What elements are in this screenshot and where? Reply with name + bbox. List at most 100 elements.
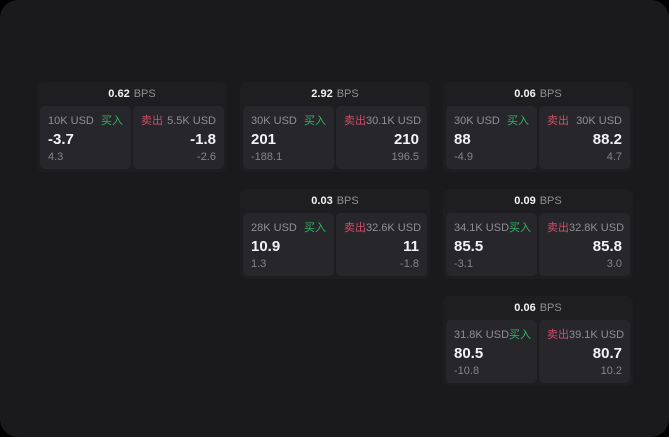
sell-delta: -1.8 xyxy=(400,258,419,270)
buy-amount: 31.8K USD xyxy=(454,329,510,341)
sell-delta: 10.2 xyxy=(600,365,622,377)
card-header: 0.06 BPS xyxy=(446,296,630,320)
buy-top-row: 10K USD 买入 xyxy=(48,112,123,128)
card-header: 0.03 BPS xyxy=(243,189,427,213)
quote-card: 0.06 BPS 31.8K USD 买入 80.5 -10.8 卖出 39.1K… xyxy=(443,296,633,386)
card-header: 2.92 BPS xyxy=(243,82,427,106)
quote-card: 2.92 BPS 30K USD 买入 201 -188.1 卖出 30.1K U… xyxy=(240,82,430,172)
sell-amount: 32.8K USD xyxy=(569,222,625,234)
card-body: 30K USD 买入 201 -188.1 卖出 30.1K USD 210 1… xyxy=(243,106,427,169)
bps-unit-label: BPS xyxy=(336,195,359,207)
quote-card: 0.03 BPS 28K USD 买入 10.9 1.3 卖出 32.6K USD… xyxy=(240,189,430,279)
bps-value: 0.62 xyxy=(108,88,130,100)
sell-panel[interactable]: 卖出 32.8K USD 85.8 3.0 xyxy=(539,213,630,276)
buy-amount: 30K USD xyxy=(251,115,297,127)
sell-panel[interactable]: 卖出 30K USD 88.2 4.7 xyxy=(539,106,630,169)
sell-panel[interactable]: 卖出 39.1K USD 80.7 10.2 xyxy=(539,320,630,383)
sell-top-row: 卖出 32.8K USD xyxy=(547,219,625,235)
quote-card: 0.09 BPS 34.1K USD 买入 85.5 -3.1 卖出 32.8K … xyxy=(443,189,633,279)
cards-grid: 0.62 BPS 10K USD 买入 -3.7 4.3 卖出 5.5K USD … xyxy=(37,82,633,386)
sell-price: 11 xyxy=(403,238,419,255)
card-body: 28K USD 买入 10.9 1.3 卖出 32.6K USD 11 -1.8 xyxy=(243,213,427,276)
bps-unit-label: BPS xyxy=(539,88,562,100)
sell-price: 210 xyxy=(393,131,419,148)
buy-panel[interactable]: 34.1K USD 买入 85.5 -3.1 xyxy=(446,213,537,276)
bps-unit-label: BPS xyxy=(133,88,156,100)
buy-delta: -10.8 xyxy=(454,365,480,377)
buy-delta: -188.1 xyxy=(251,151,283,163)
buy-delta: -3.1 xyxy=(454,258,473,270)
bps-unit-label: BPS xyxy=(336,88,359,100)
buy-delta: -4.9 xyxy=(454,151,473,163)
quote-card: 0.62 BPS 10K USD 买入 -3.7 4.3 卖出 5.5K USD … xyxy=(37,82,227,172)
buy-side-label: 买入 xyxy=(509,222,532,234)
card-header: 0.06 BPS xyxy=(446,82,630,106)
sell-panel[interactable]: 卖出 32.6K USD 11 -1.8 xyxy=(336,213,427,276)
sell-amount: 5.5K USD xyxy=(167,115,216,127)
buy-price: 88 xyxy=(454,131,471,148)
sell-side-label: 卖出 xyxy=(547,222,569,234)
sell-top-row: 卖出 30.1K USD xyxy=(344,112,422,128)
buy-delta: 4.3 xyxy=(48,151,64,163)
card-body: 34.1K USD 买入 85.5 -3.1 卖出 32.8K USD 85.8… xyxy=(446,213,630,276)
sell-panel[interactable]: 卖出 30.1K USD 210 196.5 xyxy=(336,106,427,169)
buy-amount: 34.1K USD xyxy=(454,222,510,234)
sell-price: 88.2 xyxy=(592,131,622,148)
buy-side-label: 买入 xyxy=(509,329,532,341)
sell-delta: 196.5 xyxy=(391,151,419,163)
buy-side-label: 买入 xyxy=(101,115,123,127)
buy-side-label: 买入 xyxy=(304,115,326,127)
buy-panel[interactable]: 10K USD 买入 -3.7 4.3 xyxy=(40,106,131,169)
sell-top-row: 卖出 5.5K USD xyxy=(141,112,216,128)
bps-unit-label: BPS xyxy=(539,302,562,314)
buy-side-label: 买入 xyxy=(507,115,529,127)
sell-top-row: 卖出 30K USD xyxy=(547,112,622,128)
bps-value: 0.06 xyxy=(514,88,536,100)
card-body: 10K USD 买入 -3.7 4.3 卖出 5.5K USD -1.8 -2.… xyxy=(40,106,224,169)
buy-side-label: 买入 xyxy=(304,222,326,234)
quote-card: 0.06 BPS 30K USD 买入 88 -4.9 卖出 30K USD 88… xyxy=(443,82,633,172)
bps-value: 2.92 xyxy=(311,88,333,100)
buy-panel[interactable]: 31.8K USD 买入 80.5 -10.8 xyxy=(446,320,537,383)
sell-amount: 39.1K USD xyxy=(569,329,625,341)
sell-price: 80.7 xyxy=(592,345,622,362)
buy-amount: 10K USD xyxy=(48,115,94,127)
sell-side-label: 卖出 xyxy=(344,222,366,234)
buy-panel[interactable]: 30K USD 买入 201 -188.1 xyxy=(243,106,334,169)
buy-top-row: 28K USD 买入 xyxy=(251,219,326,235)
buy-price: 85.5 xyxy=(454,238,484,255)
buy-price: -3.7 xyxy=(48,131,74,148)
buy-amount: 30K USD xyxy=(454,115,500,127)
sell-side-label: 卖出 xyxy=(547,115,569,127)
buy-price: 201 xyxy=(251,131,277,148)
sell-side-label: 卖出 xyxy=(141,115,163,127)
card-header: 0.09 BPS xyxy=(446,189,630,213)
sell-side-label: 卖出 xyxy=(547,329,569,341)
bps-value: 0.03 xyxy=(311,195,333,207)
sell-amount: 30.1K USD xyxy=(366,115,422,127)
card-body: 31.8K USD 买入 80.5 -10.8 卖出 39.1K USD 80.… xyxy=(446,320,630,383)
sell-amount: 32.6K USD xyxy=(366,222,422,234)
sell-price: 85.8 xyxy=(592,238,622,255)
buy-top-row: 30K USD 买入 xyxy=(454,112,529,128)
sell-price: -1.8 xyxy=(190,131,216,148)
sell-top-row: 卖出 39.1K USD xyxy=(547,326,625,342)
sell-delta: 4.7 xyxy=(606,151,622,163)
card-body: 30K USD 买入 88 -4.9 卖出 30K USD 88.2 4.7 xyxy=(446,106,630,169)
card-header: 0.62 BPS xyxy=(40,82,224,106)
sell-delta: -2.6 xyxy=(197,151,216,163)
bps-value: 0.09 xyxy=(514,195,536,207)
buy-panel[interactable]: 28K USD 买入 10.9 1.3 xyxy=(243,213,334,276)
buy-panel[interactable]: 30K USD 买入 88 -4.9 xyxy=(446,106,537,169)
buy-price: 80.5 xyxy=(454,345,484,362)
sell-delta: 3.0 xyxy=(606,258,622,270)
buy-top-row: 31.8K USD 买入 xyxy=(454,326,532,342)
buy-delta: 1.3 xyxy=(251,258,267,270)
sell-amount: 30K USD xyxy=(576,115,622,127)
buy-price: 10.9 xyxy=(251,238,281,255)
sell-panel[interactable]: 卖出 5.5K USD -1.8 -2.6 xyxy=(133,106,224,169)
buy-top-row: 30K USD 买入 xyxy=(251,112,326,128)
buy-amount: 28K USD xyxy=(251,222,297,234)
sell-top-row: 卖出 32.6K USD xyxy=(344,219,422,235)
